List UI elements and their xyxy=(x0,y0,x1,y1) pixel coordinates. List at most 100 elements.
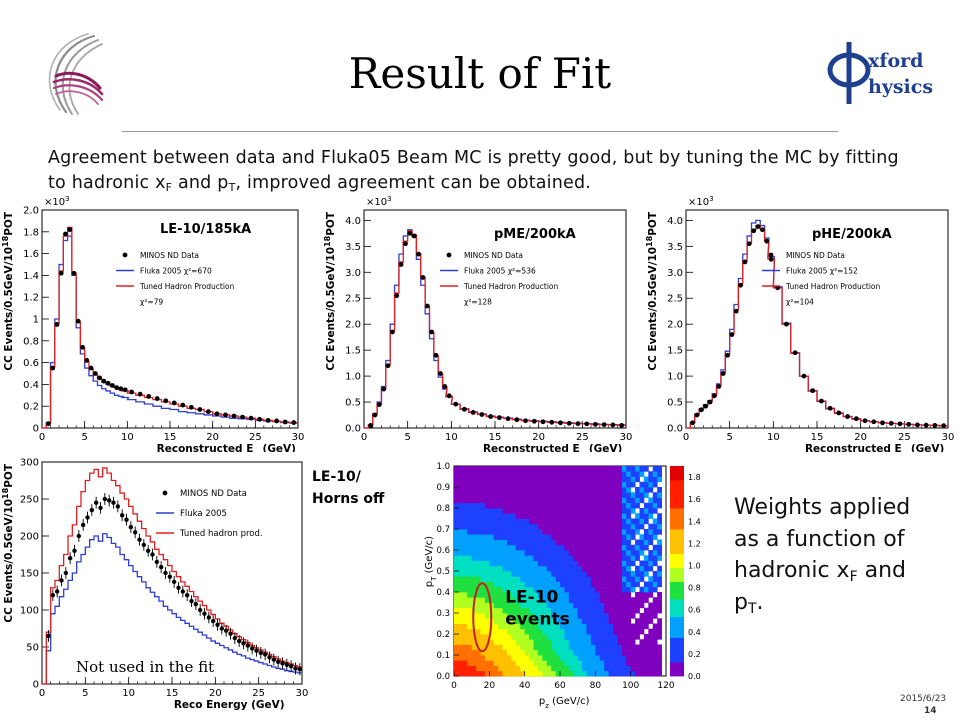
heatmap-cell xyxy=(511,471,517,477)
heatmap-cell xyxy=(529,644,534,651)
data-point xyxy=(505,416,511,422)
heatmap-cell xyxy=(639,623,645,630)
heatmap-cell xyxy=(582,586,587,593)
heatmap-cell xyxy=(533,581,539,588)
heatmap-cell xyxy=(542,565,548,572)
heatmap-cell xyxy=(493,534,499,540)
heatmap-cell xyxy=(533,665,539,672)
heatmap-cell xyxy=(643,492,649,498)
heatmap-cell xyxy=(462,602,468,609)
heatmap-cell xyxy=(533,529,539,535)
colorbar-segment xyxy=(670,480,684,484)
heatmap-cell xyxy=(454,508,459,514)
data-point xyxy=(575,421,581,426)
heatmap-cell xyxy=(604,644,609,651)
heatmap-cell xyxy=(507,607,512,614)
heatmap-cell xyxy=(458,613,464,619)
heatmap-cell xyxy=(537,639,543,645)
series-tuned-line xyxy=(686,224,948,429)
legend-data-marker xyxy=(122,252,128,258)
heatmap-cell xyxy=(498,628,503,635)
heatmap-cell xyxy=(471,518,477,525)
heatmap-cell xyxy=(454,602,459,609)
heatmap-cell xyxy=(613,665,618,672)
heatmap-cell xyxy=(621,508,627,514)
heatmap-cell xyxy=(511,534,517,540)
heatmap-cell xyxy=(573,476,579,483)
data-point xyxy=(72,548,77,553)
heatmap-cell xyxy=(657,670,662,677)
heatmap-cell xyxy=(648,639,654,645)
heatmap-cell xyxy=(489,565,495,572)
heatmap-cell xyxy=(582,471,587,477)
heatmap-cell xyxy=(507,539,512,546)
data-point xyxy=(46,633,51,639)
heatmap-cell xyxy=(476,487,481,493)
heatmap-cell xyxy=(608,576,614,582)
heatmap-cell xyxy=(454,618,459,624)
data-point xyxy=(810,388,816,394)
heatmap-cell xyxy=(577,644,583,651)
heatmap-cell xyxy=(502,639,508,645)
heatmap-cell xyxy=(652,544,658,551)
heatmap-cell xyxy=(476,481,481,488)
colorbar-segment xyxy=(670,571,684,575)
heatmap-cell xyxy=(652,518,658,525)
heatmap-cell xyxy=(537,534,543,540)
heatmap-cell xyxy=(515,481,521,488)
data-point xyxy=(215,622,220,627)
y-tick-label: 50 xyxy=(26,643,39,654)
heatmap-cell xyxy=(635,471,640,477)
heatmap-cell xyxy=(546,586,552,593)
heatmap-cell xyxy=(648,581,654,588)
heatmap-cell xyxy=(577,602,583,609)
heatmap-cell xyxy=(613,529,618,535)
heatmap-cell xyxy=(573,649,579,656)
data-point xyxy=(442,384,448,389)
heatmap-cell xyxy=(630,613,636,619)
colorbar-segment xyxy=(670,578,684,582)
legend-entry: Fluka 2005 χ²=670 xyxy=(140,267,212,276)
heatmap-cell xyxy=(652,555,658,561)
heatmap-cell xyxy=(524,623,530,630)
y-tick-label: 200 xyxy=(20,532,39,543)
heatmap-cell xyxy=(484,476,490,483)
heatmap-cell xyxy=(648,502,654,509)
heatmap-cell xyxy=(652,571,658,577)
heatmap-cell xyxy=(573,665,579,672)
heatmap-cell xyxy=(586,497,592,504)
heatmap-cell xyxy=(635,529,640,535)
heatmap-cell xyxy=(595,497,601,504)
data-point xyxy=(690,420,695,426)
data-point xyxy=(129,389,135,395)
heatmap-cell xyxy=(511,481,517,488)
heatmap-cell xyxy=(652,529,658,535)
heatmap-cell xyxy=(657,492,662,498)
data-point xyxy=(293,666,298,671)
heatmap-cell xyxy=(520,634,526,640)
heatmap-cell xyxy=(476,607,481,614)
heatmap-cell xyxy=(493,613,499,619)
heatmap-cell xyxy=(515,618,521,624)
heatmap-cell xyxy=(467,665,473,672)
heatmap-cell xyxy=(608,655,614,661)
heatmap-cell xyxy=(551,602,556,609)
colorbar-segment xyxy=(670,630,684,635)
heatmap-cell xyxy=(590,497,596,504)
heatmap-cell xyxy=(493,670,499,677)
data-point xyxy=(906,421,912,427)
heatmap-cell xyxy=(462,544,468,551)
colorbar-segment xyxy=(670,564,684,568)
heatmap-cell xyxy=(648,555,654,561)
heatmap-cell xyxy=(511,466,517,472)
heatmap-cell xyxy=(613,492,618,498)
heatmap-cell xyxy=(613,576,618,582)
heatmap-cell xyxy=(467,513,473,519)
heatmap-cell xyxy=(613,634,618,640)
heatmap-cell xyxy=(630,639,636,645)
x-tick-label: 30 xyxy=(296,688,309,699)
heatmap-cell xyxy=(454,529,459,535)
heatmap-cell xyxy=(568,518,574,525)
heatmap-cell xyxy=(529,529,534,535)
heatmap-cell xyxy=(648,602,654,609)
